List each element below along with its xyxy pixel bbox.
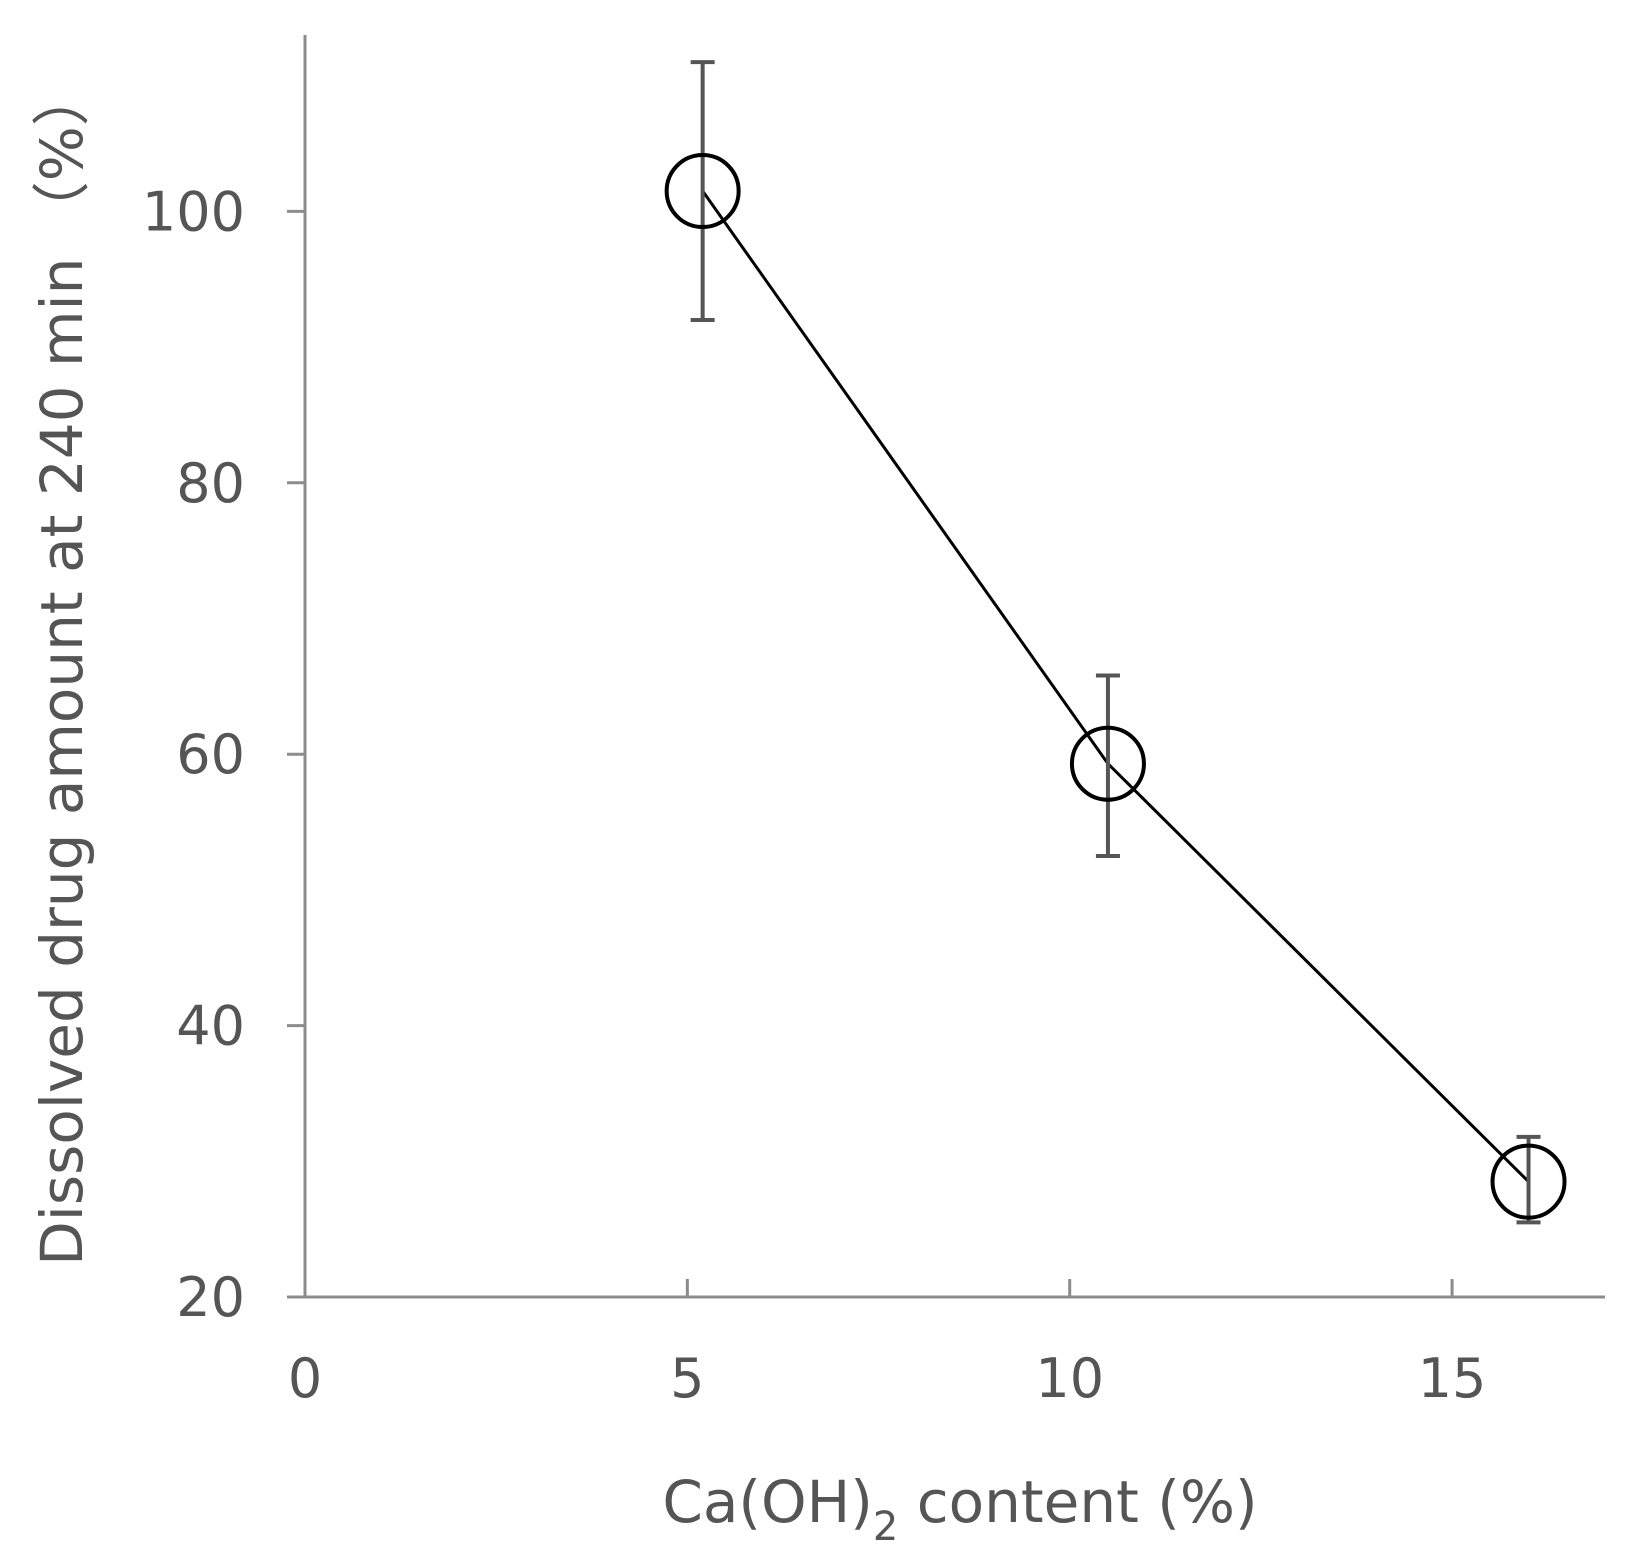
- x-axis-ticks: 0 5 10 15: [288, 1279, 1487, 1410]
- x-axis-title: Ca(OH)2 content (%): [662, 1468, 1257, 1550]
- x-axis-title-suffix: content (%): [898, 1468, 1257, 1536]
- data-point: [664, 153, 741, 230]
- x-tick-label: 0: [288, 1347, 322, 1410]
- x-axis-title-main: Ca(OH): [662, 1468, 873, 1536]
- data-point: [1069, 725, 1146, 802]
- data-markers: [664, 153, 1567, 1220]
- y-tick-label: 60: [176, 723, 245, 786]
- x-tick-label: 5: [670, 1347, 704, 1410]
- error-bars: [690, 60, 1541, 1225]
- x-tick-label: 15: [1418, 1347, 1487, 1410]
- y-tick-label: 20: [176, 1266, 245, 1329]
- y-tick-label: 100: [142, 180, 245, 243]
- axes: [303, 35, 1605, 1299]
- data-point: [1490, 1143, 1567, 1220]
- x-axis-title-subscript: 2: [873, 1504, 898, 1550]
- y-axis-title: Dissolved drug amount at 240 min （%）: [28, 68, 96, 1266]
- y-tick-label: 80: [176, 452, 245, 515]
- x-tick-label: 10: [1035, 1347, 1104, 1410]
- series: [701, 190, 1530, 1183]
- y-tick-label: 40: [176, 995, 245, 1058]
- series-line: [701, 190, 1530, 1183]
- y-axis-ticks: 20 40 60 80 100: [142, 180, 305, 1329]
